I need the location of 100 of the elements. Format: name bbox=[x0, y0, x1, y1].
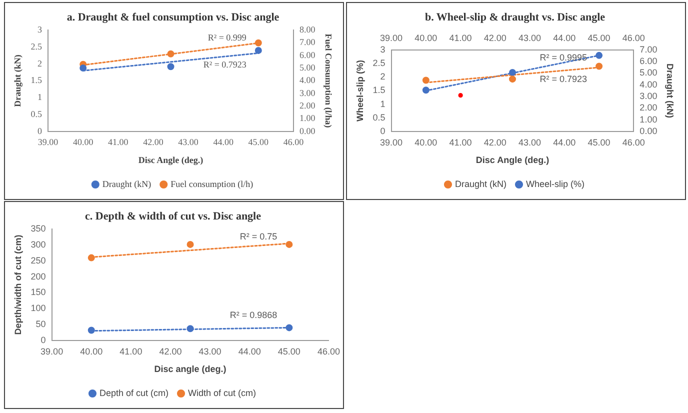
x-tick-label: 46.00 bbox=[317, 346, 340, 356]
point bbox=[186, 240, 194, 248]
y-tick-label: 1.5 bbox=[372, 85, 386, 96]
x2-tick-label: 44.00 bbox=[553, 33, 576, 44]
y-tick-label: 0 bbox=[380, 126, 386, 136]
point bbox=[286, 324, 293, 332]
x-tick-label: 46.00 bbox=[283, 137, 304, 148]
x2-tick-label: 43.00 bbox=[518, 33, 542, 44]
x-tick-label: 42.00 bbox=[143, 137, 164, 148]
legend-label: Width of cut (cm) bbox=[188, 388, 256, 398]
legend-label: Fuel consumption (l/h) bbox=[170, 178, 254, 189]
x-tick-label: 42.00 bbox=[484, 137, 506, 148]
y2-tick-label: 6.00 bbox=[640, 56, 658, 66]
annotation: R² = 0.999 bbox=[208, 32, 247, 43]
y-tick-label: 3 bbox=[38, 24, 43, 35]
y-tick-label: 3 bbox=[380, 44, 386, 54]
x2-tick-label: 42.00 bbox=[484, 33, 506, 44]
point bbox=[88, 326, 95, 334]
y-tick-label: 150 bbox=[30, 287, 46, 298]
y-tick-label: 100 bbox=[30, 303, 46, 314]
annotation: R² = 0.7923 bbox=[540, 74, 588, 84]
x-tick-label: 44.00 bbox=[238, 346, 261, 356]
y-tick-label: 2.5 bbox=[372, 58, 386, 68]
y-tick-label: 2 bbox=[380, 72, 386, 82]
x-tick-label: 40.00 bbox=[72, 137, 94, 148]
chart-title: a. Draught & fuel consumption vs. Disc angle bbox=[66, 11, 280, 24]
x-tick-label: 41.00 bbox=[120, 346, 142, 356]
x-tick-label: 45.00 bbox=[588, 137, 610, 148]
y2-tick-label: 3.00 bbox=[640, 91, 658, 101]
y-tick-label: 0.5 bbox=[372, 112, 386, 122]
y-tick-label: 1 bbox=[38, 92, 42, 102]
y2-tick-label: 0.00 bbox=[640, 126, 658, 136]
x2-tick-label: 40.00 bbox=[414, 33, 438, 44]
x-tick-label: 44.00 bbox=[553, 137, 576, 148]
y-tick-label: 0 bbox=[40, 334, 46, 345]
point bbox=[80, 64, 87, 72]
x-tick-label: 42.00 bbox=[159, 346, 182, 356]
chart-title: c. Depth & width of cut vs. Disc angle bbox=[85, 210, 262, 222]
annotation: R² = 0.75 bbox=[240, 232, 278, 242]
y2-tick-label: 8.00 bbox=[299, 24, 316, 35]
x-axis-title: Disc Angle (deg.) bbox=[138, 154, 204, 165]
y-tick-label: 200 bbox=[30, 271, 46, 282]
y2-tick-label: 4.00 bbox=[299, 75, 316, 86]
x-tick-label: 44.00 bbox=[213, 137, 234, 148]
y-axis-title: Depth/width of cut (cm) bbox=[12, 234, 23, 335]
y-tick-label: 2 bbox=[38, 58, 42, 68]
point bbox=[596, 52, 603, 59]
point bbox=[509, 76, 516, 83]
y-tick-label: 300 bbox=[30, 240, 46, 250]
legend-label: Depth of cut (cm) bbox=[99, 388, 169, 398]
x-tick-label: 41.00 bbox=[108, 137, 129, 148]
x2-tick-label: 45.00 bbox=[588, 33, 610, 44]
y2-tick-label: 2.00 bbox=[640, 102, 658, 113]
y2-tick-label: 5.00 bbox=[640, 68, 658, 78]
y2-tick-label: 4.00 bbox=[640, 79, 658, 90]
y2-tick-label: 6.00 bbox=[299, 50, 316, 60]
legend-label: Draught (kN) bbox=[454, 178, 507, 189]
chart-title: b. Wheel-slip & draught vs. Disc angle bbox=[424, 11, 606, 24]
x-tick-label: 39.00 bbox=[380, 137, 403, 148]
y2-axis-title: Fuel Consumption (l/ha) bbox=[323, 34, 334, 128]
y-tick-label: 0 bbox=[38, 126, 43, 136]
point bbox=[422, 86, 430, 94]
y-axis-title: Wheel-slip (%) bbox=[354, 60, 365, 122]
point bbox=[509, 69, 516, 76]
y-tick-label: 2.5 bbox=[30, 41, 43, 52]
y-tick-label: 1 bbox=[380, 98, 386, 109]
x-tick-label: 46.00 bbox=[622, 137, 645, 148]
x-tick-label: 40.00 bbox=[414, 137, 438, 148]
legend-label: Draught (kN) bbox=[102, 178, 152, 189]
point bbox=[422, 76, 430, 84]
point bbox=[596, 62, 603, 70]
annotation: R² = 0.9868 bbox=[230, 310, 278, 320]
x-tick-label: 45.00 bbox=[278, 346, 300, 356]
legend-label: Wheel-slip (%) bbox=[526, 178, 585, 189]
x-tick-label: 45.00 bbox=[248, 137, 270, 148]
x2-tick-label: 46.00 bbox=[622, 33, 645, 44]
y2-tick-label: 0.00 bbox=[299, 126, 316, 136]
x-tick-label: 43.00 bbox=[198, 346, 222, 356]
y2-tick-label: 1.00 bbox=[299, 113, 316, 124]
x-tick-label: 39.00 bbox=[40, 346, 64, 356]
point bbox=[286, 240, 293, 248]
x-axis-title: Disc Angle (deg.) bbox=[476, 155, 550, 166]
y-tick-label: 350 bbox=[30, 224, 46, 234]
point bbox=[458, 93, 463, 98]
y2-tick-label: 5.00 bbox=[299, 62, 316, 73]
x-tick-label: 40.00 bbox=[80, 346, 103, 356]
y2-tick-label: 1.00 bbox=[640, 114, 658, 124]
y-tick-label: 50 bbox=[36, 319, 46, 329]
x-tick-label: 43.00 bbox=[518, 137, 542, 148]
y-tick-label: 0.5 bbox=[30, 108, 43, 119]
point bbox=[167, 63, 174, 70]
y2-tick-label: 3.00 bbox=[299, 88, 316, 98]
x-axis-title: Disc angle (deg.) bbox=[154, 364, 226, 374]
y2-tick-label: 7.00 bbox=[299, 37, 316, 48]
y2-tick-label: 7.00 bbox=[640, 44, 658, 54]
y-tick-label: 250 bbox=[30, 255, 46, 266]
y2-axis-title: Draught (kN) bbox=[665, 63, 676, 118]
point bbox=[167, 50, 174, 58]
annotation: R² = 0.7923 bbox=[203, 60, 247, 70]
x-tick-label: 43.00 bbox=[178, 137, 199, 148]
